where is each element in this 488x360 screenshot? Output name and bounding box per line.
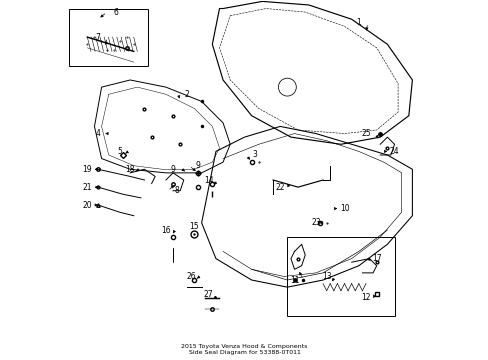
Text: 24: 24: [389, 147, 399, 156]
Text: 13: 13: [321, 272, 331, 281]
Text: 3: 3: [252, 150, 257, 159]
Text: 25: 25: [361, 129, 370, 138]
Text: 2: 2: [184, 90, 189, 99]
Text: 15: 15: [189, 222, 199, 231]
Text: 20: 20: [82, 201, 92, 210]
Text: 8: 8: [174, 186, 179, 195]
Text: 7: 7: [96, 33, 100, 42]
Text: 17: 17: [371, 254, 381, 263]
Text: 12: 12: [361, 293, 370, 302]
Text: 22: 22: [275, 183, 285, 192]
Text: 4: 4: [96, 129, 100, 138]
Bar: [287, 237, 394, 316]
Text: 21: 21: [82, 183, 92, 192]
Text: 9: 9: [170, 165, 175, 174]
Text: 6: 6: [113, 8, 118, 17]
Text: 26: 26: [186, 272, 195, 281]
Bar: [69, 9, 148, 66]
Text: 10: 10: [339, 204, 348, 213]
Text: 16: 16: [161, 225, 170, 234]
Text: 11: 11: [289, 275, 299, 284]
Text: 1: 1: [356, 18, 361, 27]
Text: 9: 9: [195, 161, 200, 170]
Text: 19: 19: [82, 165, 92, 174]
Text: 14: 14: [203, 176, 213, 185]
Text: 18: 18: [125, 165, 135, 174]
Text: 5: 5: [117, 147, 122, 156]
Text: 27: 27: [203, 290, 213, 299]
Text: 2015 Toyota Venza Hood & Components
Side Seal Diagram for 53388-0T011: 2015 Toyota Venza Hood & Components Side…: [181, 344, 307, 355]
Text: 23: 23: [310, 219, 320, 228]
